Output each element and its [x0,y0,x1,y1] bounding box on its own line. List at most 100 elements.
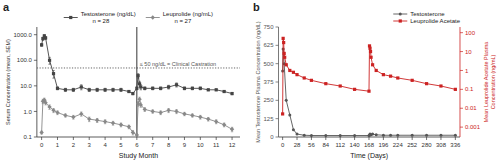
x-tick-label: 7 [151,142,155,148]
error-bar [120,88,122,91]
x-tick-label: 56 [308,142,315,148]
y2-tick-label: 0.1 [465,86,474,92]
legend: Testosterone (ng/dL) n = 28Leuprolide (n… [64,11,213,24]
y-tick [34,34,37,35]
y-tick-label: 0.1 [24,134,33,140]
error-bar [199,115,201,119]
error-bar [120,123,122,127]
data-point [111,88,114,91]
y-tick-label: 625 [264,42,275,48]
error-bar [64,88,66,91]
error-bar [207,89,209,91]
y2-axis-line [459,27,460,137]
error-bar [52,109,54,113]
data-point [425,82,428,85]
error-bar [72,115,74,119]
x-tick-label: 3 [88,142,92,148]
x-tick-label: 4 [103,142,107,148]
x-tick-label: 8 [167,142,171,148]
data-point [439,134,442,137]
data-point [63,113,67,117]
x-tick [200,137,201,140]
x-tick-label: 140 [350,142,361,148]
data-point [206,117,210,121]
x-tick [184,137,185,140]
data-point [285,99,288,102]
x-tick-label: 0 [281,142,285,148]
x-tick-label: 2 [72,142,76,148]
data-point [72,88,75,91]
data-point [292,71,295,74]
data-point [183,87,186,90]
y-tick [276,100,279,101]
data-point [56,87,59,90]
data-point [104,88,107,91]
data-point [382,73,385,76]
y-tick-label: 250 [264,97,275,103]
y-tick [276,27,279,28]
data-point [324,82,327,85]
panel: a0123456789101112Study Month0.11.010.010… [3,1,240,160]
data-point [283,56,286,59]
data-point [190,113,194,117]
x-tick-label: 0 [40,142,44,148]
x-tick-label: 308 [436,142,447,148]
data-point [303,134,306,137]
x-tick-label: 12 [229,142,236,148]
data-point [396,76,399,79]
error-bar [223,91,225,93]
y2-tick-label: 100 [465,30,476,36]
data-point [223,90,226,93]
y-tick-label: 100.0 [17,57,33,63]
y-tick [34,85,37,86]
x-axis-label: Time (Days) [350,152,388,160]
data-point [285,63,288,66]
error-bar [80,85,82,90]
error-bar [140,85,142,90]
x-tick [440,137,441,140]
series-line [42,36,232,94]
data-point [281,112,284,115]
legend-label: Leuprolide Acetate [410,18,460,24]
legend-marker [399,13,402,16]
x-tick [105,137,106,140]
y2-tick-label: 1 [465,68,469,74]
error-bar [128,125,130,129]
data-point [137,97,141,101]
reference-hline [37,67,240,68]
data-point [411,79,414,82]
error-bar [52,70,54,78]
data-point [296,133,299,136]
y-axis-label-line: Mean Testosterone Plasma Concentration (… [255,21,261,142]
legend-marker [151,15,155,19]
data-point [127,125,131,129]
data-point [51,108,55,112]
error-bar [175,110,177,114]
error-bar [80,112,82,116]
data-point [369,56,372,59]
data-point [119,123,123,127]
x-tick-label: 196 [378,142,389,148]
error-bar [223,123,225,127]
data-point [138,82,141,85]
x-tick [120,137,121,140]
y-tick [276,45,279,46]
x-tick [354,137,355,140]
data-point [339,84,342,87]
data-point [207,88,210,91]
panel-title: b [253,1,260,13]
data-point [310,79,313,82]
error-bar [96,88,98,91]
error-bar [40,131,42,134]
y-tick [34,60,37,61]
data-point [439,84,442,87]
x-tick-label: 168 [364,142,375,148]
y-axis-label: Mean Testosterone Plasma Concentration (… [255,21,261,142]
data-point [111,121,115,125]
x-tick [282,137,283,140]
x-tick-label: 9 [183,142,187,148]
legend-marker [399,19,402,22]
data-point [282,37,285,40]
x-tick-label: 1 [56,142,60,148]
data-point [454,134,457,137]
